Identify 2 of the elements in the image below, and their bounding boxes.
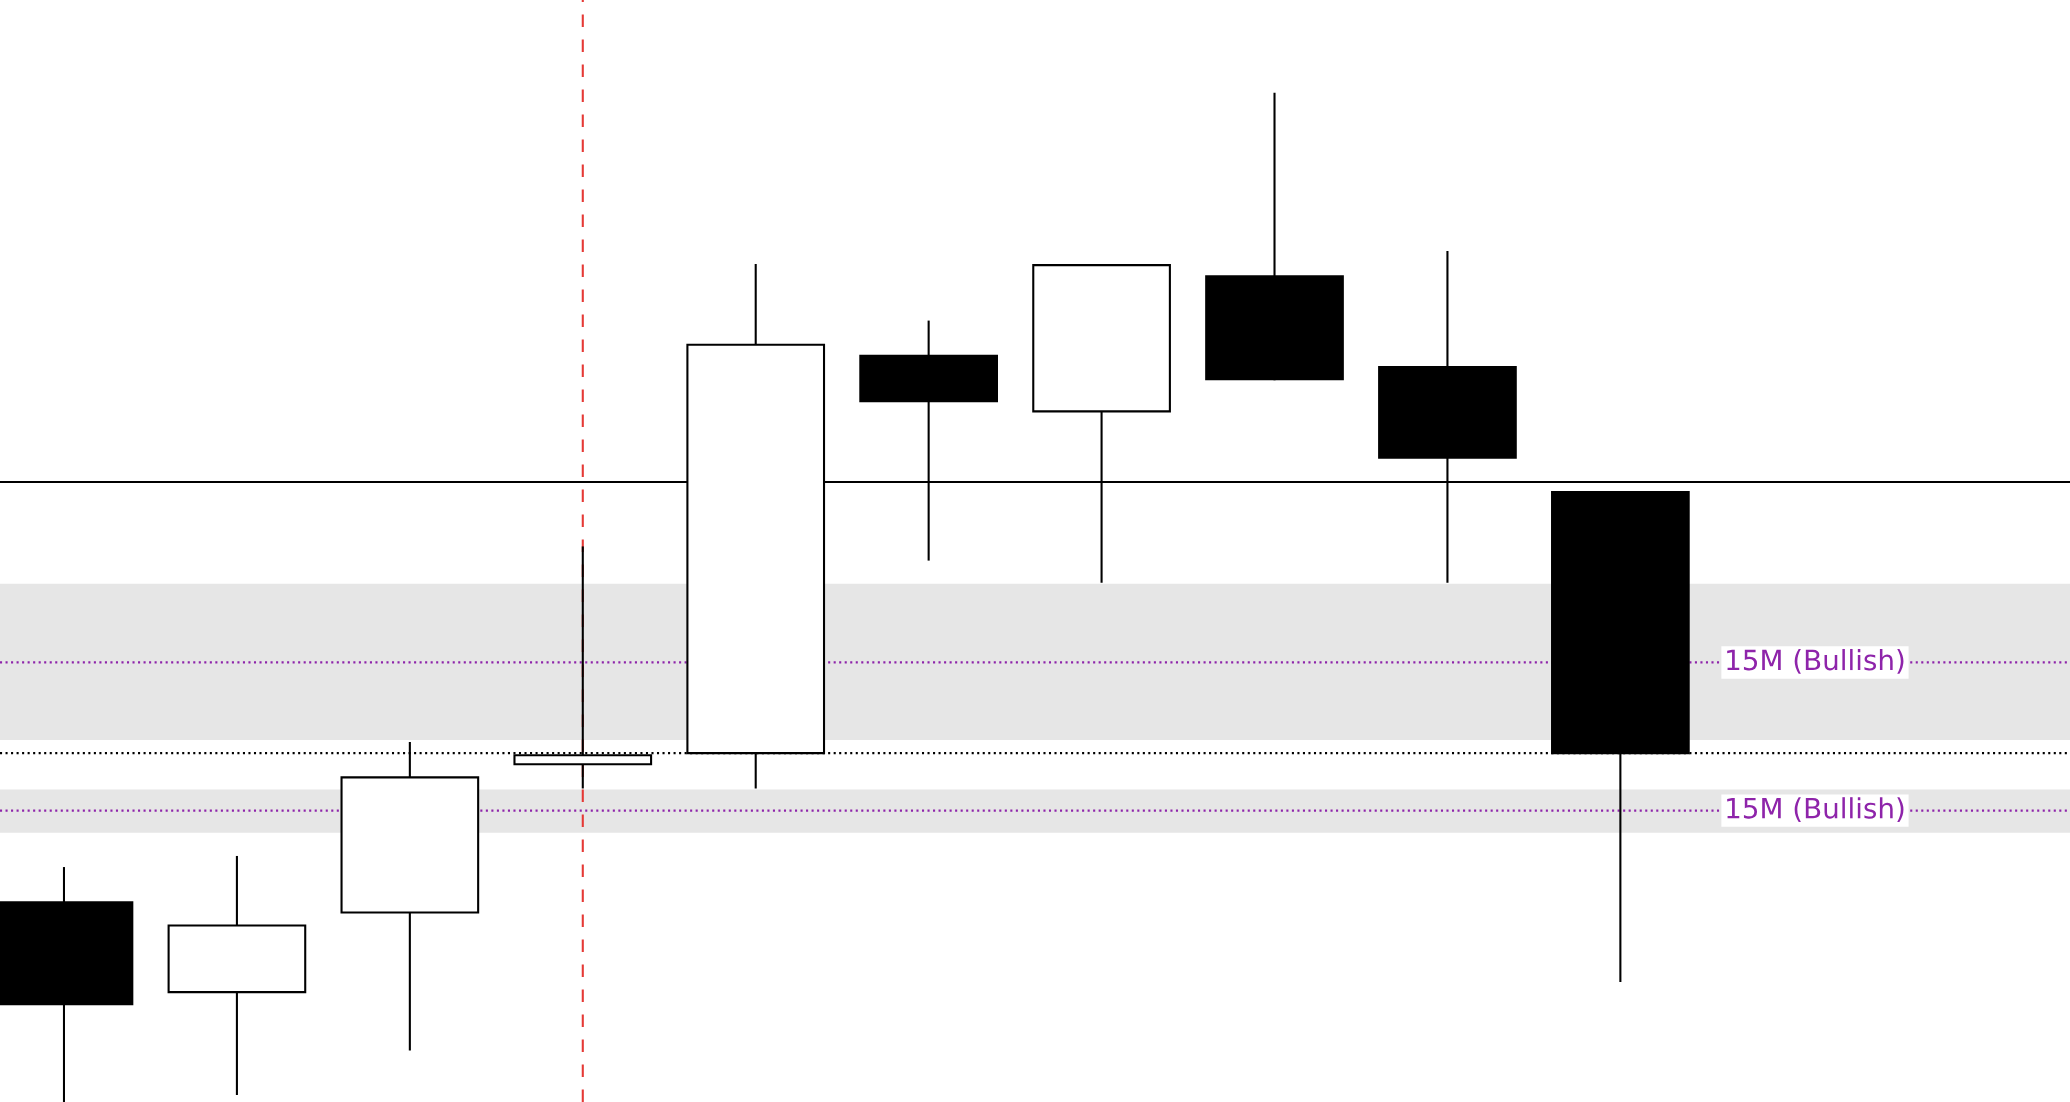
ref-line-label: 15M (Bullish) — [1727, 648, 1904, 674]
ref-line-label: 15M (Bullish) — [1727, 797, 1904, 822]
